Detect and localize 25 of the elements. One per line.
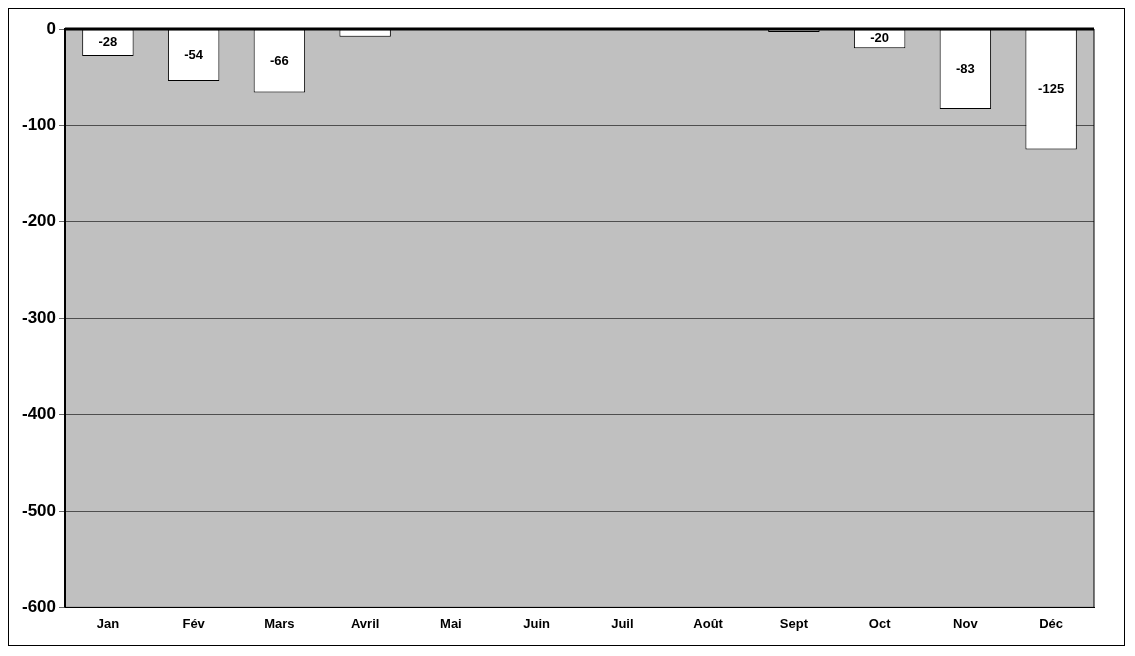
y-tick-label: -300 <box>21 307 57 327</box>
x-tick-label: Oct <box>868 615 892 631</box>
x-tick-label: Jan <box>96 615 120 631</box>
y-tick-label: -100 <box>21 115 57 135</box>
x-tick-label: Juil <box>611 615 634 631</box>
x-tick-label: Juin <box>523 615 551 631</box>
x-tick-label: Nov <box>953 615 979 631</box>
x-tick-label: Août <box>693 615 724 631</box>
x-tick-label: Mars <box>264 615 295 631</box>
data-label: -83 <box>955 60 975 76</box>
data-label: -20 <box>870 30 890 46</box>
y-tick-label: -500 <box>21 500 57 520</box>
y-tick-label: -200 <box>21 211 57 231</box>
data-label: -125 <box>1038 80 1065 96</box>
y-tick-label: -400 <box>21 404 57 424</box>
x-tick-label: Déc <box>1039 615 1064 631</box>
x-tick-label: Mai <box>440 615 462 631</box>
data-label: -28 <box>98 34 118 50</box>
x-tick-label: Sept <box>779 615 809 631</box>
data-label: -54 <box>184 46 204 62</box>
x-tick-label: Avril <box>350 615 380 631</box>
data-label: -66 <box>270 52 289 68</box>
y-tick-label: -600 <box>21 597 57 617</box>
x-tick-label: Fév <box>182 615 206 631</box>
y-tick-label: 0 <box>46 18 57 38</box>
